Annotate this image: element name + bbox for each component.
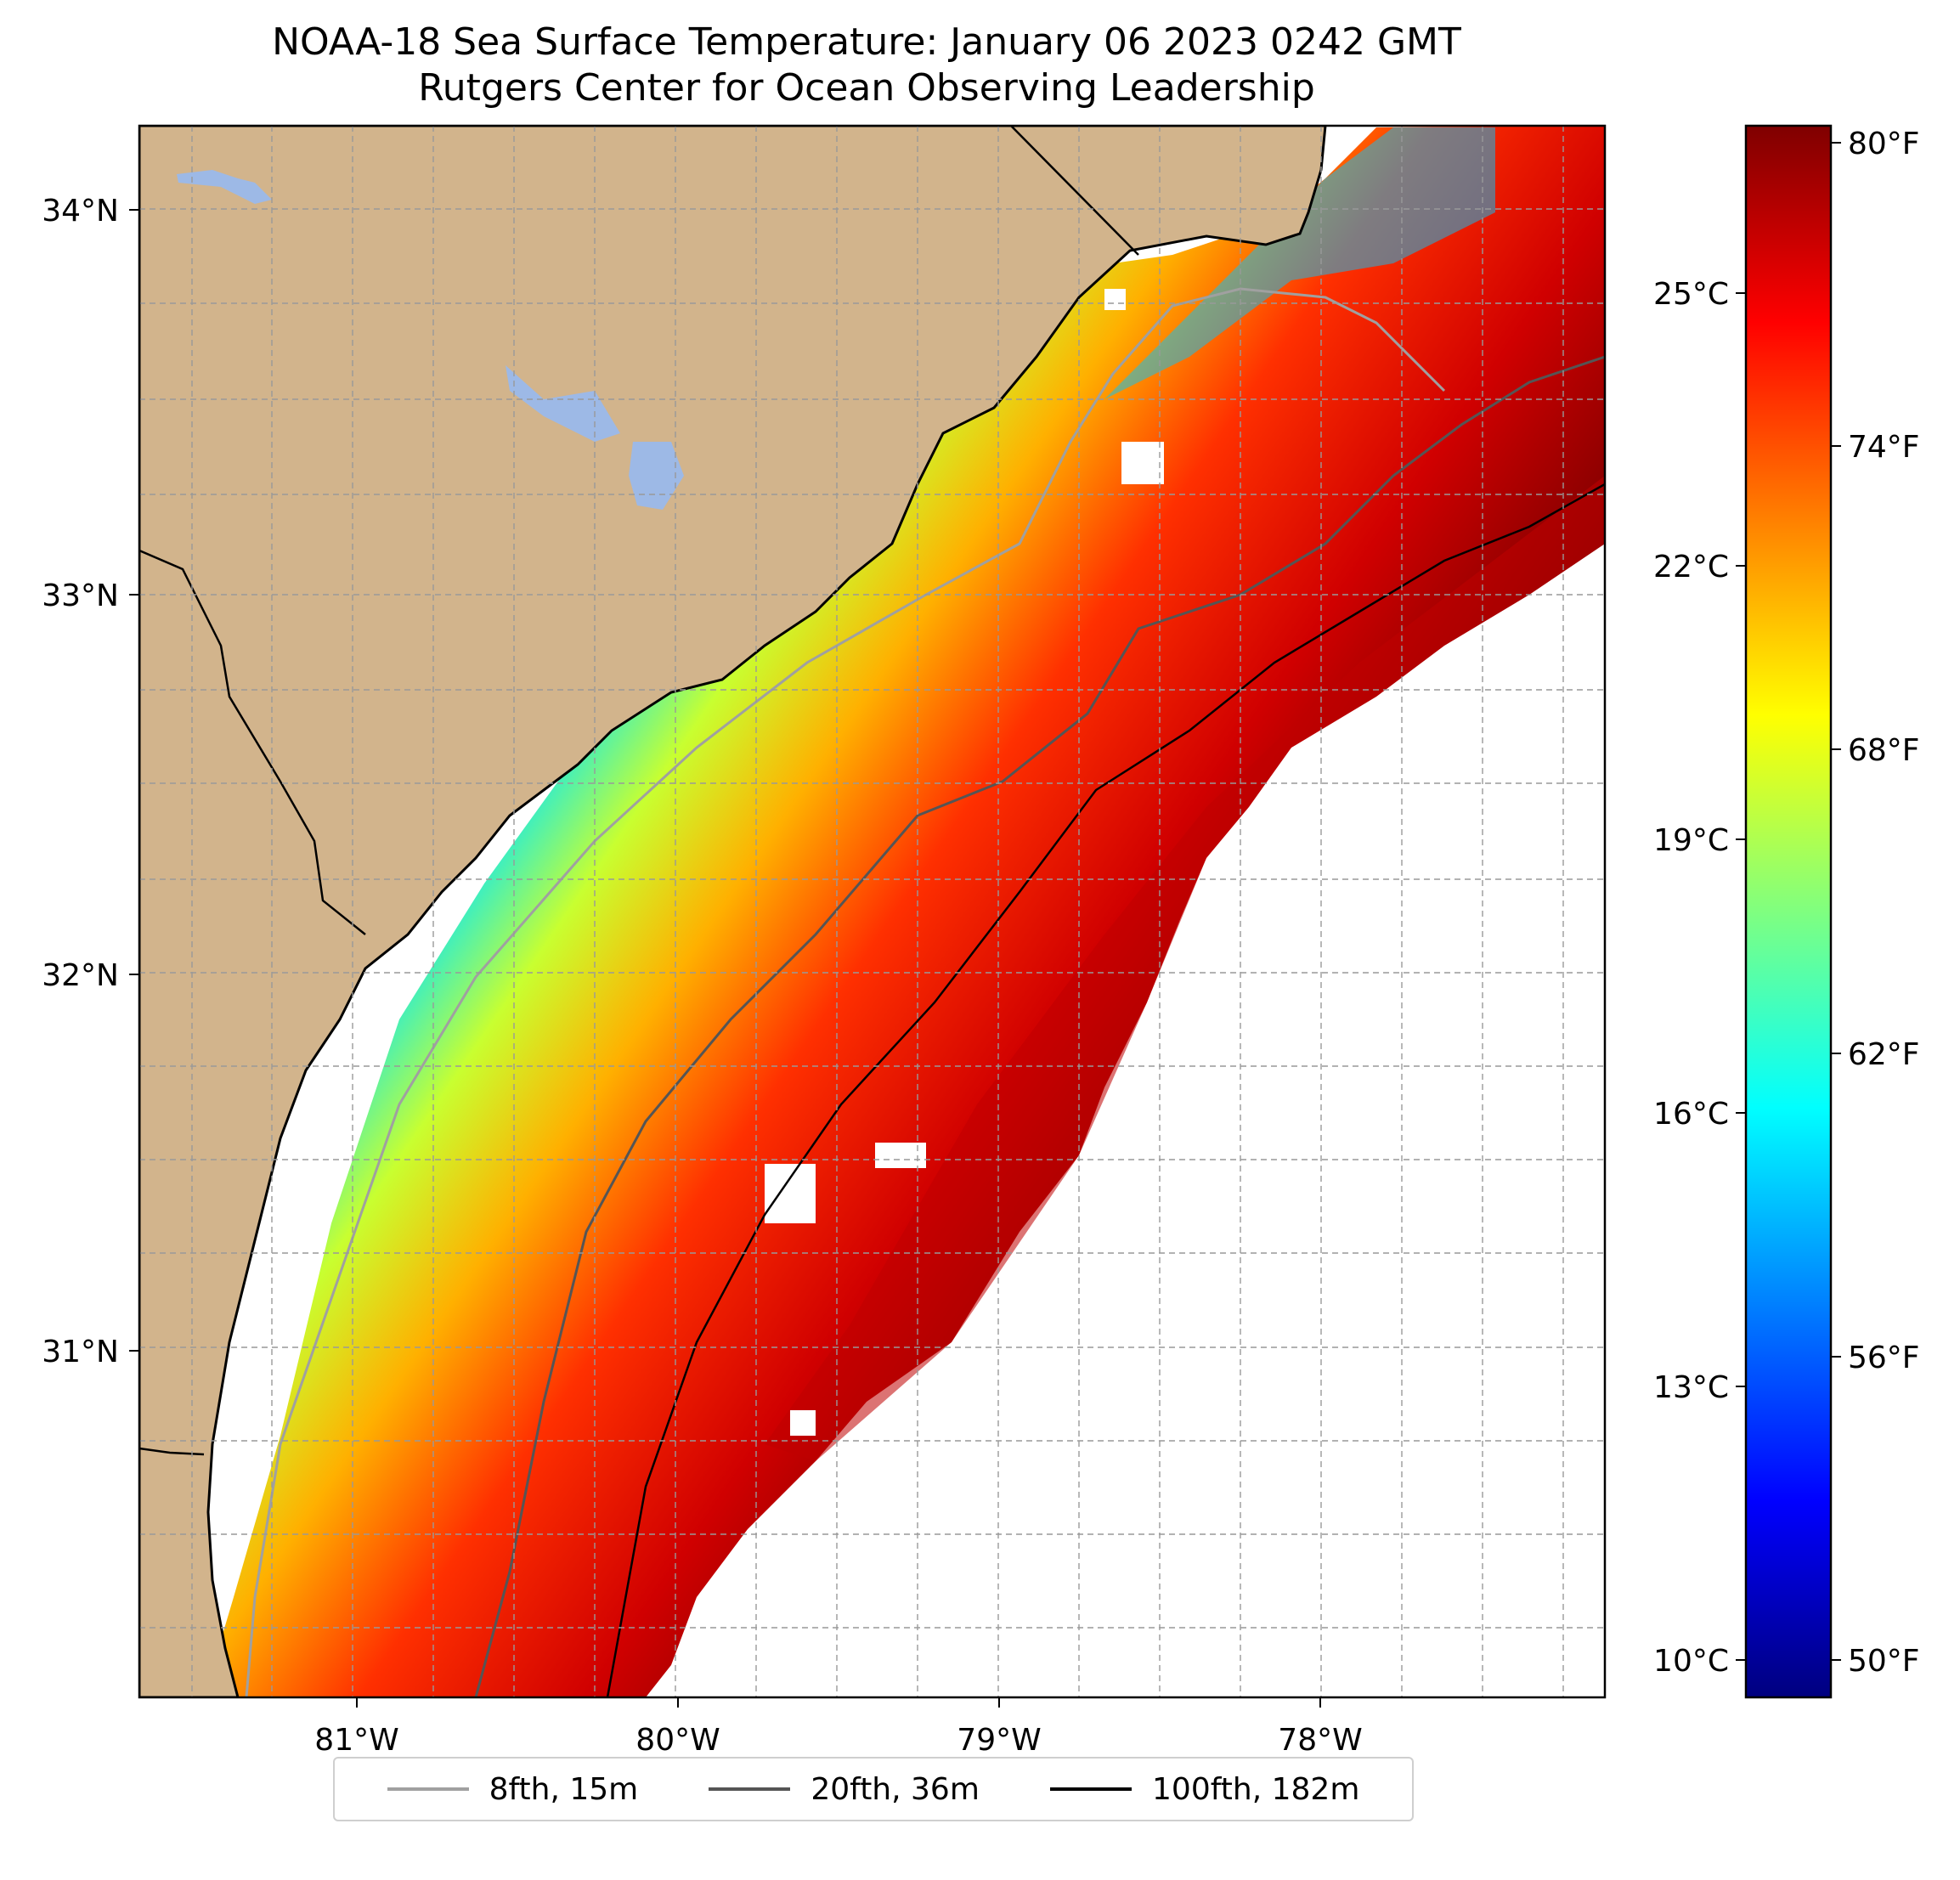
legend-label: 20fth, 36m [811, 1771, 980, 1807]
lat-label: 31°N [42, 1335, 119, 1369]
gridlines [139, 126, 1605, 1697]
colorbar-celsius-label: 13°C [1653, 1370, 1729, 1405]
colorbar-ticks [1736, 142, 1841, 1661]
lon-label: 81°W [314, 1723, 398, 1758]
colorbar [1744, 124, 1833, 1699]
isobath-legend: 8fth, 15m 20fth, 36m 100fth, 182m [333, 1757, 1414, 1821]
legend-item-8fth: 8fth, 15m [387, 1771, 639, 1807]
colorbar-celsius-label: 19°C [1653, 823, 1729, 858]
axis-ticks [129, 209, 1321, 1708]
colorbar-celsius-label: 16°C [1653, 1097, 1729, 1132]
map-frame [138, 124, 1607, 1699]
cloud-gap [765, 1164, 816, 1223]
lake [629, 442, 684, 510]
colorbar-fahrenheit-label: 62°F [1848, 1037, 1920, 1072]
colorbar-fahrenheit-label: 56°F [1848, 1341, 1920, 1375]
legend-item-20fth: 20fth, 36m [709, 1772, 980, 1807]
legend-label: 100fth, 182m [1152, 1771, 1360, 1807]
colorbar-fahrenheit-label: 80°F [1848, 127, 1920, 161]
chart-title: NOAA-18 Sea Surface Temperature: January… [272, 20, 1461, 64]
colorbar-fahrenheit-label: 50°F [1848, 1644, 1920, 1679]
legend-swatch [387, 1787, 469, 1791]
state-border [139, 549, 366, 935]
sst-field [204, 126, 1605, 1697]
chart-subtitle: Rutgers Center for Ocean Observing Leade… [418, 66, 1315, 110]
cloud-gap [1104, 289, 1126, 310]
colorbar-fahrenheit-label: 68°F [1848, 733, 1920, 768]
lat-label: 34°N [42, 194, 119, 229]
legend-swatch [1050, 1787, 1133, 1791]
legend-label: 8fth, 15m [489, 1771, 639, 1807]
legend-item-100fth: 100fth, 182m [1050, 1772, 1359, 1807]
lake [506, 365, 620, 442]
lon-label: 78°W [1278, 1723, 1362, 1758]
colorbar-fahrenheit-label: 74°F [1848, 430, 1920, 465]
state-border [1010, 126, 1139, 256]
sst-warm-stream [765, 476, 1605, 1461]
lake [177, 170, 272, 204]
colorbar-celsius-label: 25°C [1653, 277, 1729, 312]
cloud-gap [875, 1143, 926, 1168]
isobath-8fth [245, 287, 1446, 1697]
sst-cool-shelf [1104, 127, 1495, 399]
cloud-gap [790, 1410, 816, 1436]
colorbar-celsius-label: 10°C [1653, 1644, 1729, 1679]
legend-swatch [709, 1787, 791, 1791]
lat-label: 33°N [42, 579, 119, 613]
cloud-gap [1121, 442, 1164, 484]
lat-label: 32°N [42, 958, 119, 993]
isobath-20fth [474, 355, 1605, 1697]
land [139, 126, 1327, 1697]
colorbar-celsius-label: 22°C [1653, 550, 1729, 584]
lon-label: 80°W [635, 1723, 720, 1758]
lon-label: 79°W [957, 1723, 1041, 1758]
isobath-100fth [606, 483, 1605, 1697]
